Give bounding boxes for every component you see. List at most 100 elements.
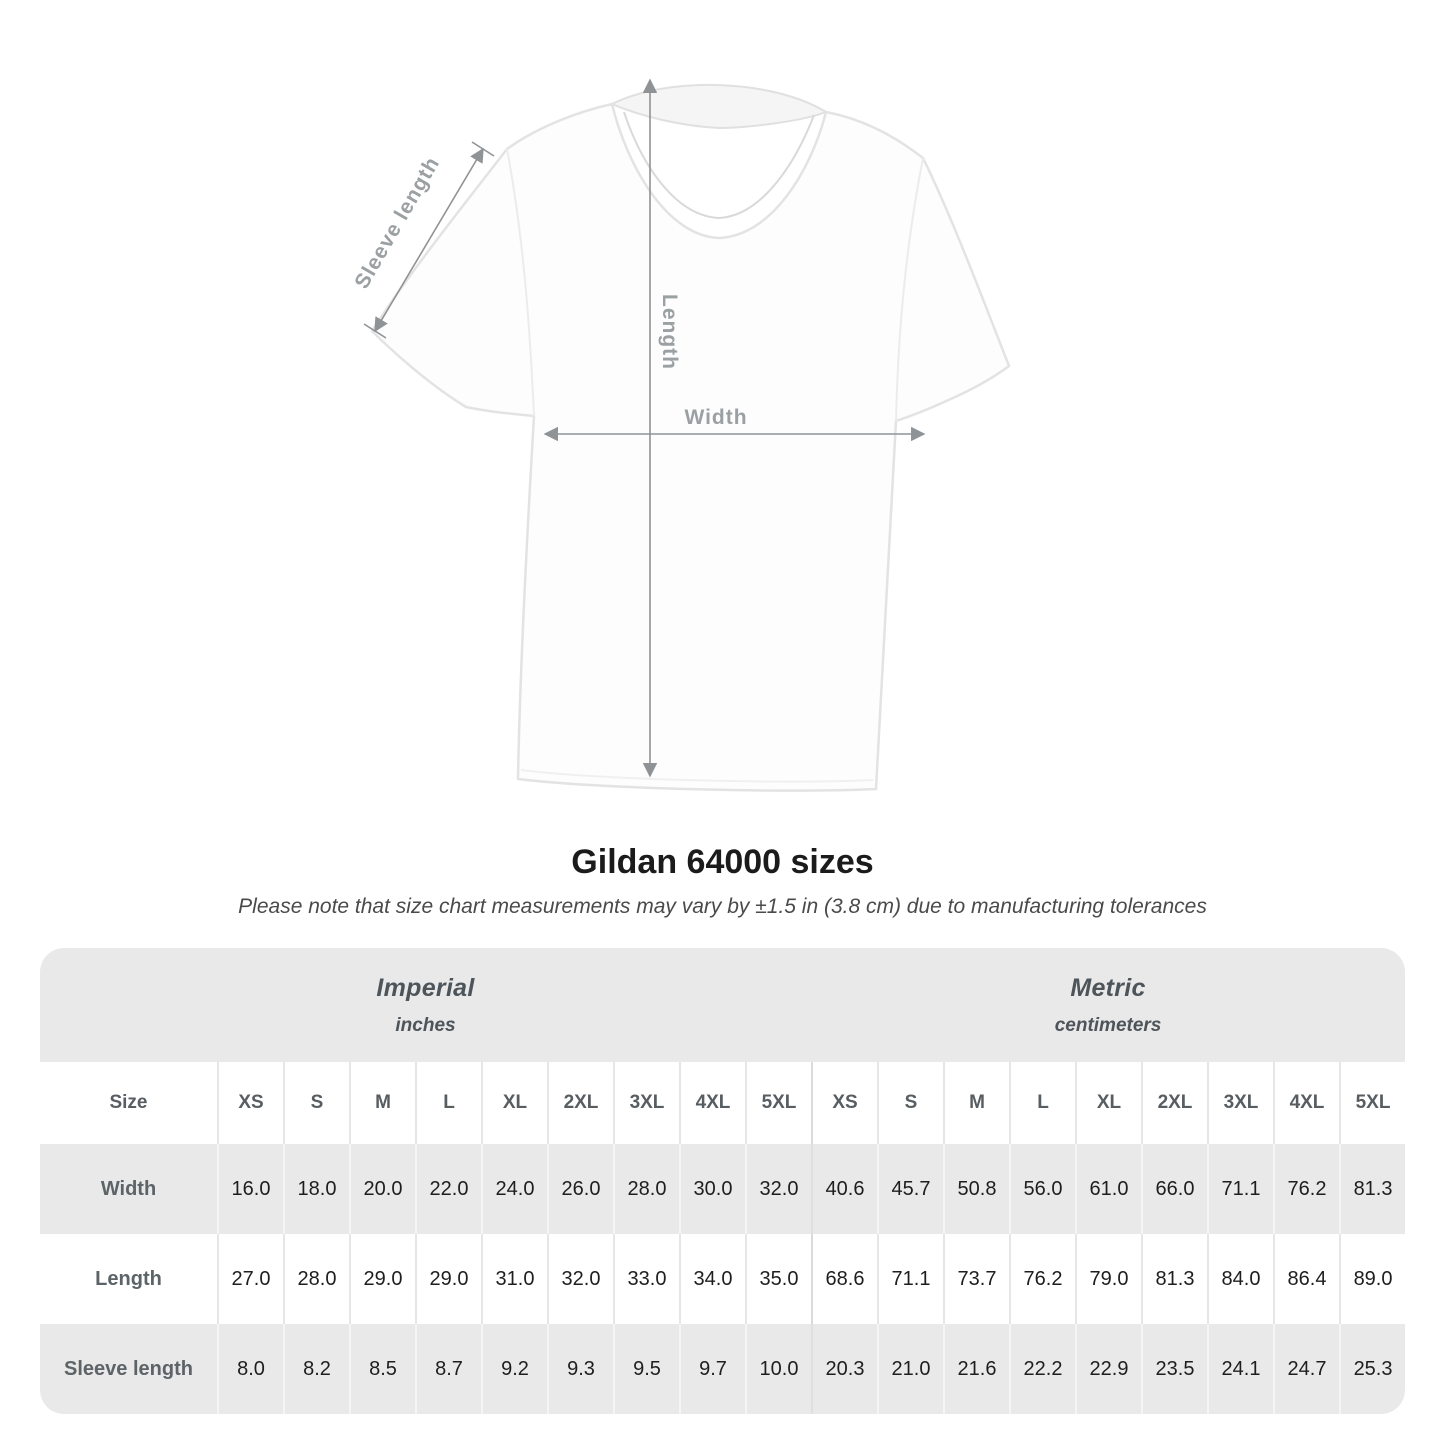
unit-group-header-imperial: Imperial inches [40,948,811,1062]
measurement-cell: 22.2 [1009,1324,1075,1414]
measurement-cell: 27.0 [217,1234,283,1324]
table-row: Sleeve length 8.0 8.2 8.5 8.7 9.2 9.3 9.5 9.7 10.… [40,1324,1406,1414]
size-corner-header: Size [40,1062,217,1144]
size-column-header: XL [481,1062,547,1144]
measurement-cell: 71.1 [1207,1144,1273,1234]
size-column-header: 2XL [1141,1062,1207,1144]
width-label: Width [684,406,747,429]
measurement-cell: 79.0 [1075,1234,1141,1324]
measurement-cell: 25.3 [1339,1324,1406,1414]
table-row: Length 27.0 28.0 29.0 29.0 31.0 32.0 33.0 34.0 35… [40,1234,1406,1324]
measurement-cell: 30.0 [679,1144,745,1234]
size-chart-table: Imperial inches Metric centimeters Size XS S M L… [40,948,1406,1414]
measurement-cell: 26.0 [547,1144,613,1234]
measurement-cell: 22.0 [415,1144,481,1234]
unit-group-unit: centimeters [1054,1014,1162,1036]
measurement-cell: 21.0 [877,1324,943,1414]
size-column-header: XS [811,1062,877,1144]
sleeve-arrow-tick-bottom [363,323,387,339]
measurement-cell: 32.0 [547,1234,613,1324]
measurement-cell: 24.0 [481,1144,547,1234]
measurement-cell: 9.3 [547,1324,613,1414]
measurement-cell: 73.7 [943,1234,1009,1324]
size-column-header: L [415,1062,481,1144]
size-column-header: 2XL [547,1062,613,1144]
sleeve-arrow [374,147,484,333]
size-column-header: 3XL [1207,1062,1273,1144]
measurement-cell: 20.3 [811,1324,877,1414]
size-column-header: M [349,1062,415,1144]
measurement-cell: 8.5 [349,1324,415,1414]
unit-group-header-metric: Metric centimeters [811,948,1406,1062]
measurement-cell: 81.3 [1339,1144,1406,1234]
measurement-cell: 28.0 [613,1144,679,1234]
length-label: Length [658,294,681,370]
measurement-cell: 76.2 [1009,1234,1075,1324]
tshirt-left-armhole-seam [506,148,535,417]
page-subtitle: Please note that size chart measurements… [238,895,1207,918]
measurement-cell: 24.7 [1273,1324,1339,1414]
tshirt-hem-seam [520,769,874,783]
measurement-cell: 34.0 [679,1234,745,1324]
tshirt-right-armhole-seam [895,157,924,422]
size-column-header: 3XL [613,1062,679,1144]
tshirt-back-collar [609,83,829,130]
measurement-cell: 86.4 [1273,1234,1339,1324]
measurement-cell: 23.5 [1141,1324,1207,1414]
measurement-cell: 16.0 [217,1144,283,1234]
page-title: Gildan 64000 sizes [571,843,874,881]
size-column-header: 5XL [1339,1062,1406,1144]
tshirt-size-diagram: Sleeve length Length Width [350,78,1011,792]
size-column-header: 4XL [1273,1062,1339,1144]
measurement-cell: 81.3 [1141,1234,1207,1324]
size-column-header: L [1009,1062,1075,1144]
measurement-cell: 22.9 [1075,1324,1141,1414]
unit-group-title: Imperial [376,973,475,1002]
measurement-cell: 32.0 [745,1144,811,1234]
measurement-cell: 84.0 [1207,1234,1273,1324]
measurement-cell: 61.0 [1075,1144,1141,1234]
measurement-cell: 9.2 [481,1324,547,1414]
sleeve-arrow-tick-top [471,141,495,157]
measurement-cell: 45.7 [877,1144,943,1234]
measurement-cell: 76.2 [1273,1144,1339,1234]
measurement-cell: 56.0 [1009,1144,1075,1234]
measurement-cell: 71.1 [877,1234,943,1324]
measurement-cell: 28.0 [283,1234,349,1324]
measurement-cell: 10.0 [745,1324,811,1414]
measurement-cell: 35.0 [745,1234,811,1324]
size-column-header: M [943,1062,1009,1144]
measurement-cell: 29.0 [415,1234,481,1324]
measurement-cell: 50.8 [943,1144,1009,1234]
measurement-cell: 8.0 [217,1324,283,1414]
measurement-cell: 89.0 [1339,1234,1406,1324]
measurement-cell: 68.6 [811,1234,877,1324]
measurement-cell: 8.7 [415,1324,481,1414]
table-row: Width 16.0 18.0 20.0 22.0 24.0 26.0 28.0 30.0 32.… [40,1144,1406,1234]
size-column-header: S [877,1062,943,1144]
measurement-cell: 20.0 [349,1144,415,1234]
size-column-header: 4XL [679,1062,745,1144]
measurement-cell: 18.0 [283,1144,349,1234]
size-column-header: XL [1075,1062,1141,1144]
unit-band-row: Imperial inches Metric centimeters [40,948,1406,1062]
measurement-cell: 9.5 [613,1324,679,1414]
unit-group-unit: inches [395,1014,456,1036]
measurement-cell: 9.7 [679,1324,745,1414]
size-column-header: XS [217,1062,283,1144]
measurement-cell: 21.6 [943,1324,1009,1414]
size-header-row: Size XS S M L XL 2XL 3XL 4XL 5XL XS S M L XL 2XL 3XL 4XL 5… [40,1062,1406,1144]
measurement-cell: 40.6 [811,1144,877,1234]
size-column-header: 5XL [745,1062,811,1144]
measurement-cell: 31.0 [481,1234,547,1324]
row-label: Width [40,1144,217,1234]
measurement-cell: 8.2 [283,1324,349,1414]
tshirt-graphic [370,102,1011,792]
row-label: Length [40,1234,217,1324]
measurement-cell: 24.1 [1207,1324,1273,1414]
size-column-header: S [283,1062,349,1144]
measurement-cell: 29.0 [349,1234,415,1324]
row-label: Sleeve length [40,1324,217,1414]
measurement-cell: 33.0 [613,1234,679,1324]
tshirt-diagram-svg: Sleeve length Length Width [350,78,1011,792]
